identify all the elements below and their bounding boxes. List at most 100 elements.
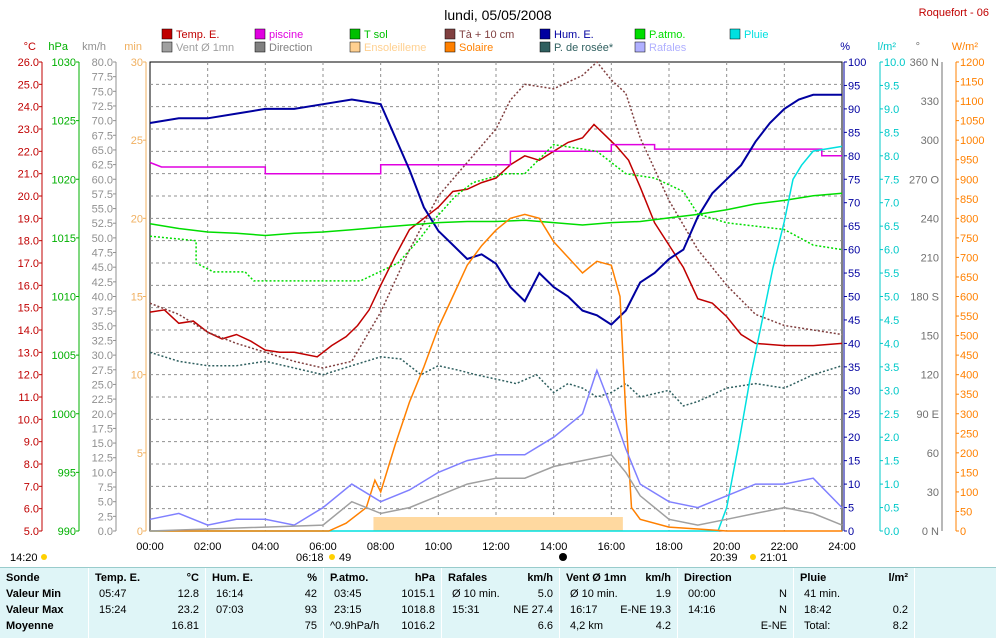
header-sonde: Sonde <box>6 572 40 584</box>
row-label-avg: Moyenne <box>6 620 54 632</box>
legend-label: Rafales <box>649 42 687 54</box>
axis-hum-tick-label: 60 <box>848 245 860 257</box>
axis-hum-tick-label: 45 <box>848 315 860 327</box>
axis-solar-tick-label: 650 <box>960 272 978 284</box>
axis-temp-tick-label: 22.0 <box>18 146 39 158</box>
axis-solar-tick-label: 500 <box>960 331 978 343</box>
axis-wind-tick-label: 7.5 <box>98 482 113 494</box>
axis-wind-tick-label: 22.5 <box>92 394 113 406</box>
axis-solar-tick-label: 350 <box>960 389 978 401</box>
legend-swatch <box>444 28 456 40</box>
axis-dir-tick-label: 180 S <box>910 292 939 304</box>
axis-rain-tick-label: 2.5 <box>884 409 899 421</box>
sunrise-icon <box>329 554 335 560</box>
legend-label: T sol <box>364 29 388 41</box>
axis-wind-tick-label: 27.5 <box>92 365 113 377</box>
sunset-alt-time: 21:01 <box>760 552 788 564</box>
axis-wind-tick-label: 35.0 <box>92 321 113 333</box>
axis-wind-tick-label: 32.5 <box>92 335 113 347</box>
series-p-de-ros-e <box>149 351 843 407</box>
axis-solar-tick-label: 250 <box>960 428 978 440</box>
axis-wind-tick-label: 72.5 <box>92 101 113 113</box>
legend-label: Pluie <box>744 29 768 41</box>
axis-solar-tick-label: 850 <box>960 194 978 206</box>
axis-sun-tick-label: 10 <box>131 370 143 382</box>
series-t-sol <box>149 143 843 282</box>
axis-hum-tick-label: 70 <box>848 198 860 210</box>
legend-label: piscine <box>269 29 303 41</box>
axis-hum-tick-label: 15 <box>848 456 860 468</box>
axis-solar-tick-label: 150 <box>960 467 978 479</box>
legend-label: P. de rosée* <box>554 42 614 54</box>
axis-rain-tick-label: 3.0 <box>884 385 899 397</box>
header-pluie: Pluie <box>800 572 827 584</box>
axis-temp-tick-label: 25.0 <box>18 79 39 91</box>
axis-hum-tick-label: 30 <box>848 385 860 397</box>
axis-wind-tick-label: 52.5 <box>92 218 113 230</box>
axis-wind-tick-label: 77.5 <box>92 72 113 84</box>
axis-press-tick-label: 1015 <box>52 233 76 245</box>
axis-wind-tick-label: 40.0 <box>92 292 113 304</box>
legend-label: Direction <box>269 42 312 54</box>
legend-swatch <box>349 28 361 40</box>
axis-hum-tick-label: 25 <box>848 409 860 421</box>
header-temp: Temp. E. <box>95 572 141 584</box>
axis-solar-tick-label: 600 <box>960 292 978 304</box>
axis-hum-tick-label: 35 <box>848 362 860 374</box>
axis-wind-tick-label: 25.0 <box>92 379 113 391</box>
axis-wind-tick-label: 45.0 <box>92 262 113 274</box>
unit-dir: ° <box>916 41 920 53</box>
axis-solar-tick-label: 100 <box>960 487 978 499</box>
col-sonde: Sonde Valeur Min Valeur Max Moyenne <box>0 568 89 638</box>
axis-temp-tick-label: 16.0 <box>18 280 39 292</box>
x-tick-label: 16:00 <box>598 541 626 553</box>
unit-wind: km/h <box>82 41 106 53</box>
axis-wind-tick-label: 62.5 <box>92 160 113 172</box>
col-press: P.atmo. hPa 03:45 1015.1 23:15 1018.8 ^0.9h… <box>324 568 442 638</box>
axis-dir-tick-label: 30 <box>927 487 939 499</box>
x-tick-label: 14:00 <box>540 541 568 553</box>
axis-wind-tick-label: 80.0 <box>92 57 113 69</box>
axis-sun-tick-label: 30 <box>131 57 143 69</box>
axis-solar-tick-label: 400 <box>960 370 978 382</box>
series-temp-e <box>149 123 843 358</box>
axis-wind-tick-label: 20.0 <box>92 409 113 421</box>
axis-dir-tick-label: 270 O <box>909 174 939 186</box>
moon-icon <box>559 553 567 561</box>
axis-dir-tick-label: 330 <box>921 96 939 108</box>
axis-sun-tick-label: 0 <box>137 526 143 538</box>
col-vent: Vent Ø 1mn km/h Ø 10 min. 1.9 16:17 E-NE 19… <box>560 568 678 638</box>
axis-temp-tick-label: 24.0 <box>18 102 39 114</box>
series-solaire <box>150 213 842 532</box>
axis-press-tick-label: 1000 <box>52 409 76 421</box>
axis-temp-tick-label: 6.0 <box>24 504 39 516</box>
axis-hum-tick-label: 20 <box>848 432 860 444</box>
legend: Temp. E. piscine T sol Tà + 10 cm Hum. E. P.a… <box>161 28 768 54</box>
axis-solar-tick-label: 300 <box>960 409 978 421</box>
legend-label: Solaire <box>459 42 493 54</box>
axis-temp-tick-label: 14.0 <box>18 325 39 337</box>
axis-rain-tick-label: 0.5 <box>884 503 899 515</box>
axis-press-tick-label: 995 <box>58 467 76 479</box>
axis-temp-tick-label: 9.0 <box>24 437 39 449</box>
unit-hum: % <box>840 41 850 53</box>
axis-dir-tick-label: 150 <box>921 331 939 343</box>
x-tick-label: 06:00 <box>309 541 337 553</box>
header-press: P.atmo. <box>330 572 369 584</box>
axis-solar-tick-label: 1000 <box>960 135 984 147</box>
header-direction: Direction <box>684 572 732 584</box>
legend-label: Vent Ø 1mn <box>176 42 234 54</box>
axis-press-tick-label: 1025 <box>52 116 76 128</box>
axis-temp-tick-label: 5.0 <box>24 526 39 538</box>
axis-temp-tick-label: 10.0 <box>18 414 39 426</box>
legend-swatch <box>444 41 456 53</box>
axis-solar-tick-label: 1100 <box>960 96 984 108</box>
axis-rain-tick-label: 7.0 <box>884 198 899 210</box>
axis-temp-tick-label: 18.0 <box>18 236 39 248</box>
axis-press-tick-label: 1005 <box>52 350 76 362</box>
axis-rain-tick-label: 10.0 <box>884 57 905 69</box>
axis-press-tick-label: 990 <box>58 526 76 538</box>
axis-wind-tick-label: 47.5 <box>92 248 113 260</box>
series-p-atmo <box>149 192 843 237</box>
axis-sun-tick-label: 15 <box>131 292 143 304</box>
